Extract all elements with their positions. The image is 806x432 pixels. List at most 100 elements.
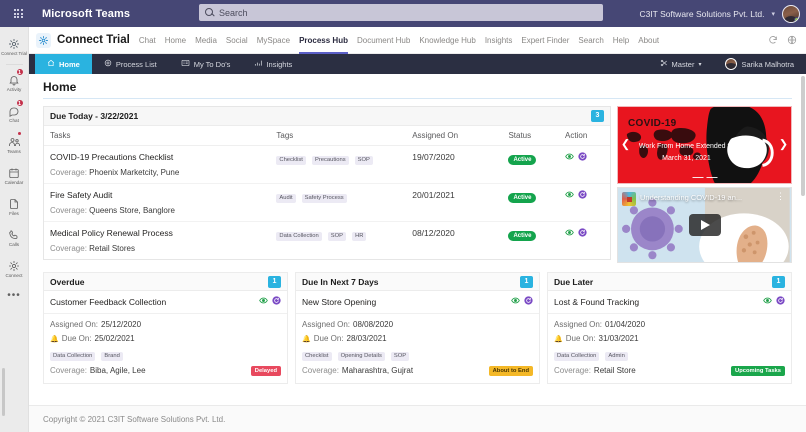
table-header-row: Tasks Tags Assigned On Status Action [44, 126, 610, 146]
nav-home[interactable]: Home [164, 35, 187, 45]
task-name: New Store Opening [302, 297, 377, 307]
globe-icon[interactable] [787, 35, 797, 45]
table-row[interactable]: Medical Policy Renewal Process Coverage:… [44, 222, 610, 260]
connect-trial-logo [36, 32, 51, 48]
table-row[interactable]: COVID-19 Precautions Checklist Coverage:… [44, 145, 610, 184]
badge-dot [16, 131, 22, 136]
card-task-row[interactable]: Lost & Found Tracking [548, 291, 791, 314]
nav-chat[interactable]: Chat [138, 35, 156, 45]
current-user[interactable]: Sarika Malhotra [713, 54, 806, 74]
master-dropdown[interactable]: Master ▾ [648, 54, 714, 74]
reload-icon[interactable] [578, 228, 587, 240]
search-placeholder: Search [219, 7, 248, 18]
assigned-label: Assigned On: [302, 320, 351, 329]
nav-document-hub[interactable]: Document Hub [356, 35, 411, 45]
eye-icon[interactable] [565, 190, 574, 202]
card-body: Customer Feedback Collection [43, 291, 288, 384]
reload-icon[interactable] [776, 296, 785, 308]
nav-help[interactable]: Help [612, 35, 630, 45]
chevron-right-icon[interactable]: ❯ [778, 138, 789, 151]
due-label: Due On: [565, 334, 596, 343]
teams-left-rail: Connect Trial 1 Activity 1 [0, 27, 29, 432]
rail-label: Connect Trial [1, 51, 27, 56]
play-icon[interactable] [688, 214, 721, 236]
kebab-menu-icon[interactable]: ⋮ [776, 191, 785, 201]
rail-label: Calendar [4, 180, 24, 185]
state-badge: About to End [488, 365, 533, 376]
teams-icon [8, 135, 21, 148]
waffle-grid-icon[interactable] [6, 9, 30, 18]
reload-icon[interactable] [272, 296, 281, 308]
card-task-row[interactable]: New Store Opening [296, 291, 539, 314]
nav-insights[interactable]: Insights [484, 35, 513, 45]
eye-icon[interactable] [565, 228, 574, 240]
action-cell [559, 145, 610, 184]
col-status: Status [502, 126, 560, 146]
reload-icon[interactable] [524, 296, 533, 308]
tags-cell: Audit Safety Process [270, 183, 407, 222]
nav-media[interactable]: Media [195, 35, 217, 45]
rail-scrollbar[interactable] [2, 368, 5, 416]
rail-item-connect[interactable]: Connect [0, 253, 29, 284]
nav-expert-finder[interactable]: Expert Finder [521, 35, 570, 45]
rail-item-teams[interactable]: Teams [0, 129, 29, 160]
covid-banner[interactable]: COVID-19 Work From Home Extended till Ma… [617, 106, 792, 184]
refresh-icon[interactable] [768, 35, 778, 45]
rail-label: Files [9, 211, 19, 216]
nav-myspace[interactable]: MySpace [256, 35, 291, 45]
eye-icon[interactable] [259, 296, 268, 308]
global-search-input[interactable]: Search [199, 4, 603, 21]
covid-video-player[interactable]: Understanding COVID-19 an... ⋮ [617, 187, 792, 263]
eye-icon[interactable] [511, 296, 520, 308]
tag: SOP [354, 155, 373, 165]
card-header: Due Later 1 [547, 272, 792, 291]
eye-icon[interactable] [763, 296, 772, 308]
reload-icon[interactable] [578, 152, 587, 164]
carousel-indicators[interactable] [692, 176, 717, 178]
coverage-line: Coverage: Maharashtra, Gujrat About to E… [302, 365, 533, 376]
due-next-7-days-card: Due In Next 7 Days 1 New Store Opening [295, 272, 540, 384]
coverage-label: Coverage: [50, 206, 87, 215]
coverage-label: Coverage: [50, 168, 87, 177]
rail-item-connect-trial[interactable]: Connect Trial [0, 31, 29, 62]
chevron-down-icon[interactable]: ▾ [771, 10, 775, 18]
col-tags: Tags [270, 126, 407, 146]
tab-process-list[interactable]: Process List [92, 54, 169, 74]
status-cell: Active [502, 222, 559, 260]
chevron-left-icon[interactable]: ❮ [620, 138, 631, 151]
card-title: Overdue [50, 276, 85, 287]
rail-item-calls[interactable]: Calls [0, 222, 29, 253]
card-task-row[interactable]: Customer Feedback Collection [44, 291, 287, 314]
nav-knowledge-hub[interactable]: Knowledge Hub [419, 35, 476, 45]
rail-item-activity[interactable]: 1 Activity [0, 67, 29, 98]
bell-alert-icon: 🔔 [302, 335, 311, 343]
reload-icon[interactable] [578, 190, 587, 202]
due-today-title: Due Today - 3/22/2021 [50, 111, 139, 121]
page-scrollbar[interactable] [801, 76, 805, 196]
coverage-label: Coverage: [50, 366, 87, 375]
nav-process-hub[interactable]: Process Hub [299, 27, 348, 54]
card-header: Due In Next 7 Days 1 [295, 272, 540, 291]
rail-item-files[interactable]: Files [0, 191, 29, 222]
org-name: C3IT Software Solutions Pvt. Ltd. [639, 8, 765, 19]
due-today-count-badge: 3 [591, 110, 604, 122]
card-tags: Checklist Opening Details SOP [302, 348, 533, 361]
coverage-value: Biba, Agile, Lee [89, 366, 146, 375]
nav-social[interactable]: Social [225, 35, 248, 45]
table-row[interactable]: Fire Safety Audit Coverage: Queens Store… [44, 183, 610, 222]
rail-item-chat[interactable]: 1 Chat [0, 98, 29, 129]
video-title: Understanding COVID-19 an... [640, 193, 743, 202]
tab-home[interactable]: Home [35, 54, 92, 74]
rail-item-calendar[interactable]: Calendar [0, 160, 29, 191]
avatar[interactable] [782, 4, 800, 23]
chat-icon [8, 104, 20, 117]
nav-search[interactable]: Search [578, 35, 604, 45]
rail-more-apps-button[interactable]: ••• [7, 290, 21, 301]
tag: Admin [605, 351, 628, 361]
tab-insights[interactable]: Insights [242, 54, 304, 74]
card-body: New Store Opening [295, 291, 540, 384]
eye-icon[interactable] [565, 152, 574, 164]
tab-my-to-dos[interactable]: My To Do's [169, 54, 243, 74]
user-name: Sarika Malhotra [741, 59, 794, 69]
nav-about[interactable]: About [638, 35, 660, 45]
